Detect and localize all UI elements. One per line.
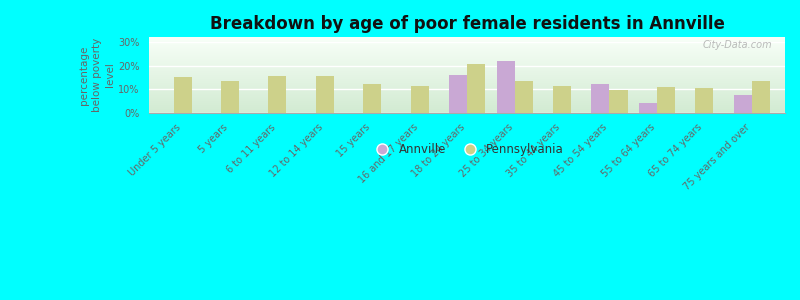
Bar xyxy=(174,77,192,112)
Legend: Annville, Pennsylvania: Annville, Pennsylvania xyxy=(366,138,569,161)
Bar xyxy=(591,84,610,112)
Bar xyxy=(363,84,382,112)
Bar xyxy=(497,61,514,112)
Bar xyxy=(221,81,239,112)
Bar xyxy=(269,76,286,112)
Bar xyxy=(752,81,770,112)
Text: City-Data.com: City-Data.com xyxy=(702,40,772,50)
Bar xyxy=(514,81,533,112)
Bar xyxy=(657,87,675,112)
Bar xyxy=(410,85,429,112)
Bar xyxy=(316,76,334,112)
Bar xyxy=(639,103,657,112)
Y-axis label: percentage
below poverty
level: percentage below poverty level xyxy=(79,38,115,112)
Bar xyxy=(734,95,752,112)
Bar xyxy=(695,88,714,112)
Bar xyxy=(610,90,627,112)
Title: Breakdown by age of poor female residents in Annville: Breakdown by age of poor female resident… xyxy=(210,15,725,33)
Bar xyxy=(553,85,571,112)
Bar xyxy=(449,75,467,112)
Bar xyxy=(467,64,486,112)
